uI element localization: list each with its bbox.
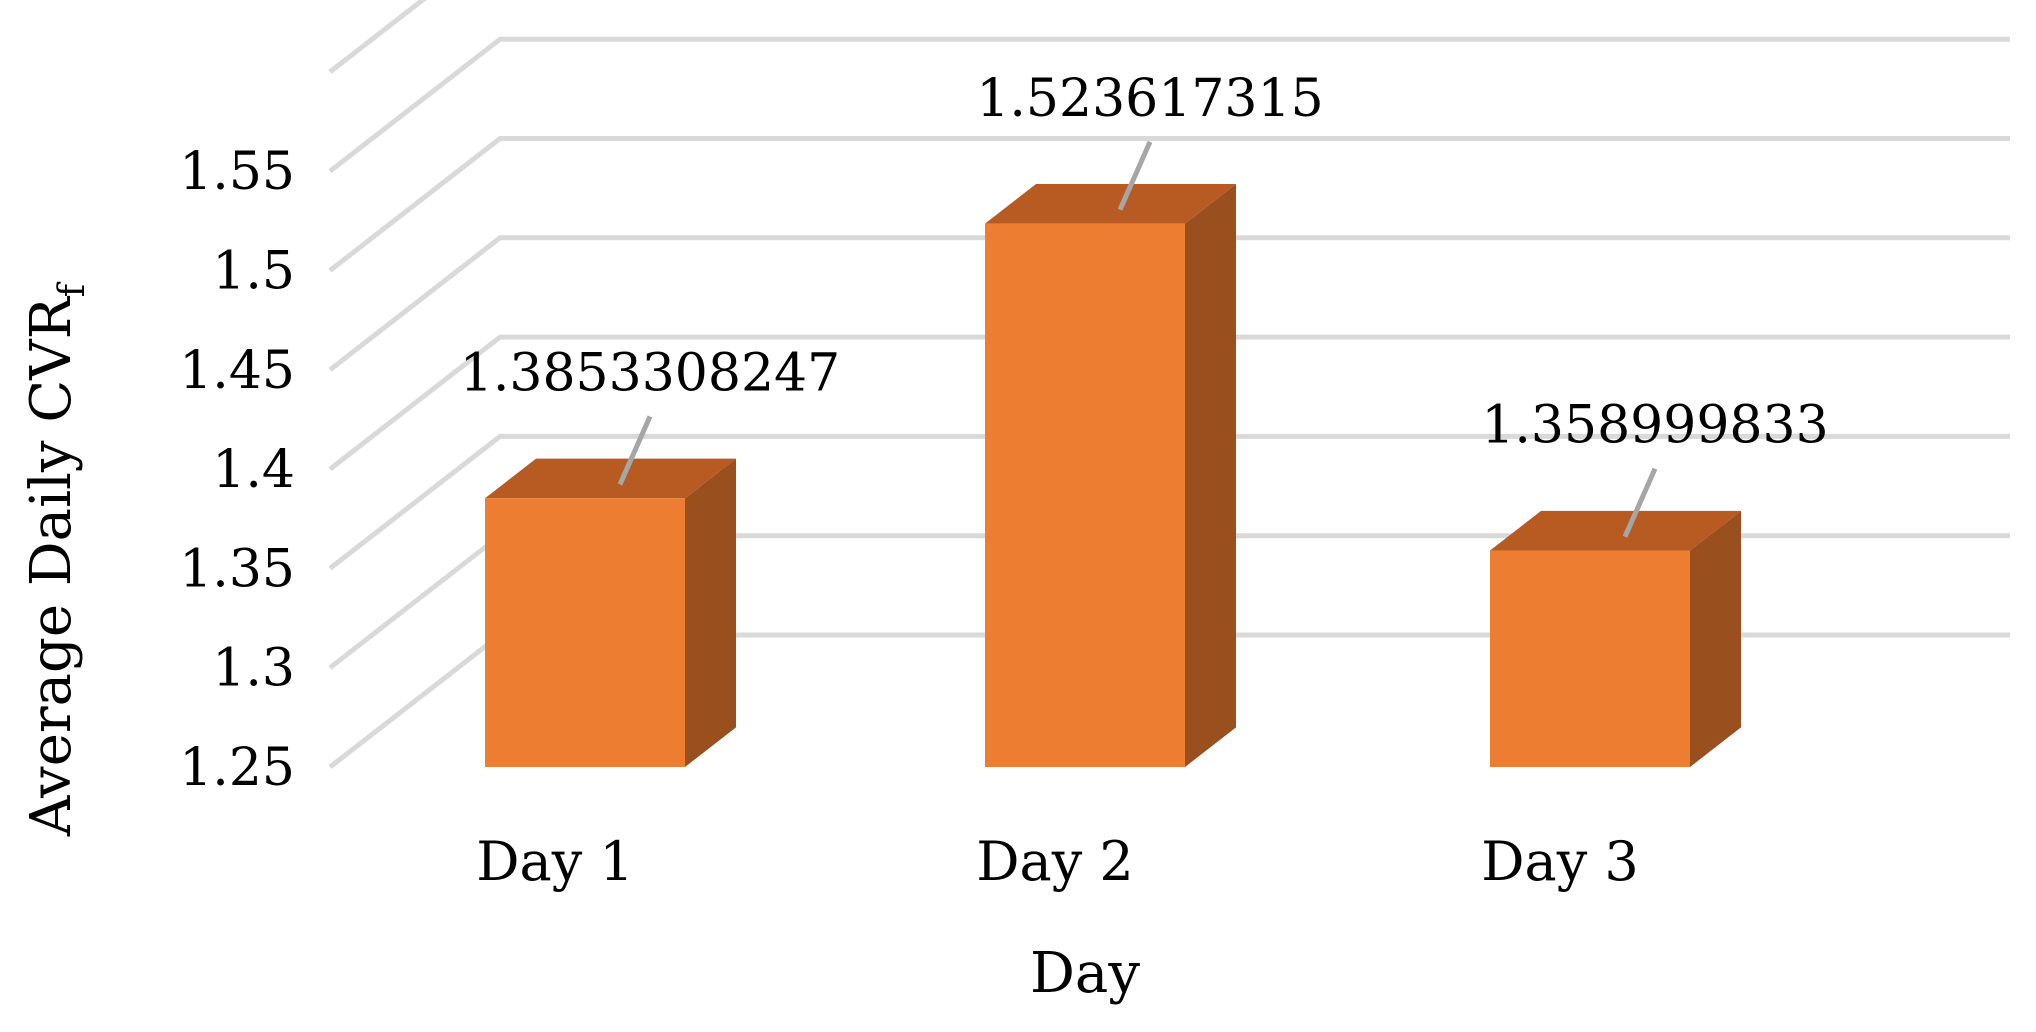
gridline: [328, 433, 2010, 571]
data-label-leader-line: [1117, 140, 1153, 211]
x-axis-title: Day: [1030, 941, 1140, 1006]
x-tick-label: Day 3: [1481, 830, 1639, 893]
x-axis-ticks: Day 1 Day 2 Day 3: [476, 830, 1639, 893]
y-tick-label: 1.35: [179, 539, 295, 599]
y-axis-ticks: 1.25 1.3 1.35 1.4 1.45 1.5 1.55: [179, 142, 295, 798]
bar: [485, 458, 736, 767]
data-label: 1.3853308247: [460, 343, 840, 403]
y-axis-title: Average Daily CVRf: [19, 281, 93, 837]
y-tick-label: 1.4: [212, 440, 295, 500]
y-tick-label: 1.3: [212, 639, 295, 699]
y-tick-label: 1.5: [212, 242, 295, 302]
bar-side: [685, 458, 736, 767]
y-tick-label: 1.45: [179, 341, 295, 401]
bar-front: [1490, 550, 1690, 767]
bar-top: [985, 183, 1236, 224]
x-tick-label: Day 2: [976, 830, 1134, 893]
gridline: [328, 136, 2010, 273]
gridlines: [328, 0, 2010, 769]
bar-front: [985, 223, 1185, 767]
bar-top: [485, 458, 736, 499]
bar-front: [485, 498, 685, 767]
data-label: 1.523617315: [976, 69, 1323, 129]
bar: [1490, 510, 1741, 767]
data-labels: 1.3853308247 1.523617315 1.358999833: [460, 69, 1829, 538]
bar-side: [1185, 183, 1236, 767]
bar: [985, 183, 1236, 767]
y-axis-title-main: Average Daily CVR: [19, 295, 84, 837]
gridline: [328, 0, 427, 74]
gridline: [328, 36, 2010, 174]
y-axis-title-subscript: f: [52, 281, 93, 297]
x-tick-label: Day 1: [476, 830, 634, 893]
y-tick-label: 1.55: [179, 142, 295, 202]
data-label-leader-line: [1622, 467, 1658, 538]
y-tick-label: 1.25: [179, 738, 295, 798]
gridline: [328, 334, 2010, 472]
data-label-leader-line: [617, 415, 653, 486]
data-label: 1.358999833: [1481, 396, 1828, 456]
bars: [485, 183, 1741, 767]
gridline: [328, 235, 2010, 372]
bar-top: [1490, 510, 1741, 551]
bar-side: [1690, 510, 1741, 767]
